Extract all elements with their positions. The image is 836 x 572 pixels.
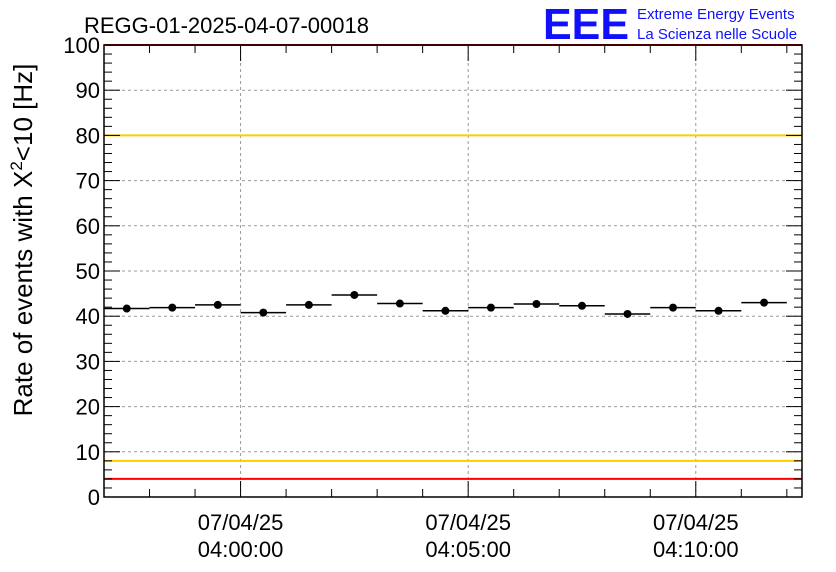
logo-line-2: La Scienza nelle Scuole (637, 26, 797, 43)
y-axis-label: Rate of events with X2<10 [Hz] (7, 64, 38, 417)
reference-lines (104, 44, 802, 480)
data-point (760, 298, 769, 307)
x-tick-date: 07/04/25 (425, 510, 511, 535)
y-tick-label: 90 (76, 78, 100, 103)
eee-logo: EEE Extreme Energy Events La Scienza nel… (543, 0, 797, 49)
data-points (104, 290, 787, 318)
data-point (168, 303, 177, 312)
data-point (577, 301, 586, 310)
y-tick-label: 0 (88, 485, 100, 510)
y-tick-label: 20 (76, 395, 100, 420)
data-point (213, 300, 222, 309)
data-point (486, 303, 495, 312)
data-point (350, 290, 359, 299)
data-point (532, 299, 541, 308)
y-tick-label: 40 (76, 304, 100, 329)
x-tick-time: 04:05:00 (425, 537, 511, 562)
tick-labels: 010203040506070809010007/04/2504:00:0007… (63, 33, 738, 562)
y-tick-label: 70 (76, 169, 100, 194)
data-point (714, 306, 723, 315)
y-tick-label: 50 (76, 259, 100, 284)
logo-mark: EEE (543, 0, 629, 49)
y-tick-label: 10 (76, 440, 100, 465)
logo-line-1: Extreme Energy Events (637, 6, 795, 23)
data-point (122, 304, 131, 313)
data-point (623, 309, 632, 318)
y-tick-label: 100 (63, 33, 100, 58)
x-tick-time: 04:10:00 (653, 537, 739, 562)
data-point (441, 306, 450, 315)
axis-ticks (103, 44, 802, 498)
y-tick-label: 80 (76, 123, 100, 148)
y-tick-label: 60 (76, 214, 100, 239)
y-tick-label: 30 (76, 349, 100, 374)
data-point (669, 303, 678, 312)
grid-lines (104, 45, 802, 497)
data-point (304, 300, 313, 309)
chart-title: REGG-01-2025-04-07-00018 (84, 13, 369, 38)
x-tick-time: 04:00:00 (198, 537, 284, 562)
data-point (259, 308, 268, 317)
x-tick-date: 07/04/25 (653, 510, 739, 535)
x-tick-date: 07/04/25 (198, 510, 284, 535)
data-point (395, 299, 404, 308)
